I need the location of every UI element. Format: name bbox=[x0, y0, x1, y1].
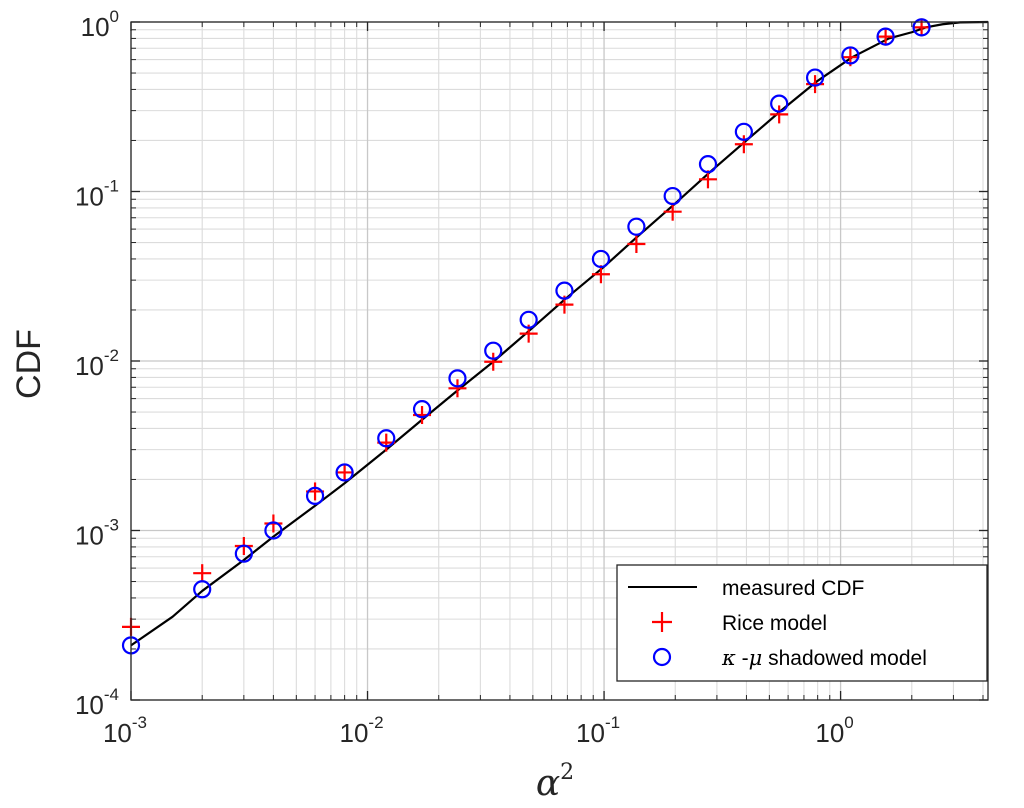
y-tick-label-exponent: -3 bbox=[104, 516, 119, 535]
rice-model-point bbox=[627, 235, 646, 254]
legend-box bbox=[616, 564, 988, 682]
kappa-mu-shadowed-point bbox=[335, 463, 354, 482]
y-tick-label-base: 10 bbox=[75, 521, 104, 551]
x-tick-label-base: 10 bbox=[815, 718, 844, 748]
rice-model-point bbox=[484, 352, 503, 371]
legend-swatch-kappa-mu-shadowed-model bbox=[652, 647, 672, 667]
kappa-mu-shadowed-point bbox=[734, 122, 753, 141]
legend-label-kappa-mu-shadowed-model: κ -μ shadowed model bbox=[721, 646, 927, 670]
y-tick-label: 10-2 bbox=[75, 346, 119, 381]
y-tick-label-exponent: -1 bbox=[104, 177, 119, 196]
legend-kappa-symbol: κ bbox=[721, 646, 736, 670]
kappa-mu-shadowed-point bbox=[519, 310, 538, 329]
kappa-mu-shadowed-point bbox=[412, 400, 432, 419]
rice-model-point bbox=[734, 135, 753, 154]
rice-model-point bbox=[770, 105, 789, 124]
rice-model-point bbox=[448, 379, 467, 398]
y-tick-label: 10-3 bbox=[75, 516, 119, 551]
legend-swatch-rice-model bbox=[652, 612, 672, 632]
x-tick-labels: 10-3 10-2 10-1 100 bbox=[103, 713, 854, 748]
kappa-mu-shadowed-point bbox=[234, 544, 253, 563]
x-tick-label-base: 10 bbox=[576, 718, 605, 748]
rice-model-point bbox=[698, 170, 717, 189]
y-tick-label-exponent: 0 bbox=[110, 7, 119, 26]
kappa-mu-shadowed-point bbox=[912, 18, 931, 37]
y-tick-label-exponent: -4 bbox=[104, 685, 119, 704]
kappa-mu-shadowed-point bbox=[627, 217, 646, 236]
legend-label-measured-cdf: measured CDF bbox=[722, 577, 864, 600]
y-tick-label-base: 10 bbox=[75, 182, 104, 212]
x-tick-label: 100 bbox=[815, 713, 853, 748]
legend-mu-symbol: μ bbox=[749, 646, 763, 670]
y-tick-label: 100 bbox=[81, 7, 119, 42]
kappa-mu-shadowed-point bbox=[377, 429, 396, 448]
rice-model-point bbox=[591, 265, 610, 284]
rice-model-point bbox=[335, 463, 354, 482]
x-tick-label: 10-1 bbox=[576, 713, 620, 748]
legend-separator: - bbox=[736, 647, 749, 670]
rice-model-point bbox=[193, 564, 212, 583]
x-tick-label: 10-2 bbox=[340, 713, 384, 748]
kappa-mu-shadowed-point bbox=[264, 521, 283, 540]
y-tick-label: 10-1 bbox=[75, 177, 119, 212]
x-axis-label-exponent: 2 bbox=[560, 760, 574, 785]
kappa-mu-shadowed-point bbox=[841, 46, 860, 65]
x-tick-label-exponent: -3 bbox=[132, 713, 147, 732]
x-axis-label: α2 bbox=[536, 760, 574, 804]
x-tick-label-base: 10 bbox=[103, 718, 132, 748]
y-axis-label: CDF bbox=[10, 329, 48, 399]
legend-label-rice-model: Rice model bbox=[722, 612, 827, 635]
rice-model-point bbox=[876, 27, 895, 46]
legend: measured CDF Rice model κ -μ shadowed mo… bbox=[616, 564, 988, 682]
x-tick-label-exponent: 0 bbox=[844, 713, 853, 732]
x-tick-label-base: 10 bbox=[340, 718, 369, 748]
x-axis-label-symbol: α bbox=[536, 763, 560, 804]
series-layer bbox=[121, 18, 989, 655]
kappa-mu-shadowed-point bbox=[484, 341, 503, 360]
rice-model-point bbox=[912, 18, 931, 37]
kappa-mu-shadowed-point bbox=[448, 369, 467, 388]
kappa-mu-shadowed-point bbox=[805, 68, 825, 87]
y-tick-label-base: 10 bbox=[81, 12, 110, 42]
y-tick-label-base: 10 bbox=[75, 351, 104, 381]
rice-model-point bbox=[663, 202, 682, 221]
legend-rest-text: shadowed model bbox=[762, 647, 927, 670]
x-tick-label-exponent: -2 bbox=[368, 713, 383, 732]
kappa-mu-shadowed-point bbox=[193, 580, 212, 599]
y-tick-label-base: 10 bbox=[75, 690, 104, 720]
kappa-mu-shadowed-point bbox=[591, 249, 611, 269]
kappa-mu-shadowed-point bbox=[770, 94, 789, 113]
x-tick-label: 10-3 bbox=[103, 713, 147, 748]
x-tick-label-exponent: -1 bbox=[605, 713, 620, 732]
kappa-mu-shadowed-point bbox=[698, 155, 718, 174]
kappa-mu-shadowed-point bbox=[305, 486, 325, 506]
y-tick-label: 10-4 bbox=[75, 685, 119, 720]
kappa-mu-shadowed-point bbox=[876, 27, 895, 46]
y-tick-label-exponent: -2 bbox=[104, 346, 119, 365]
tick-marks bbox=[130, 21, 988, 701]
kappa-mu-shadowed-point bbox=[555, 281, 574, 300]
kappa-mu-shadowed-point bbox=[663, 186, 682, 206]
